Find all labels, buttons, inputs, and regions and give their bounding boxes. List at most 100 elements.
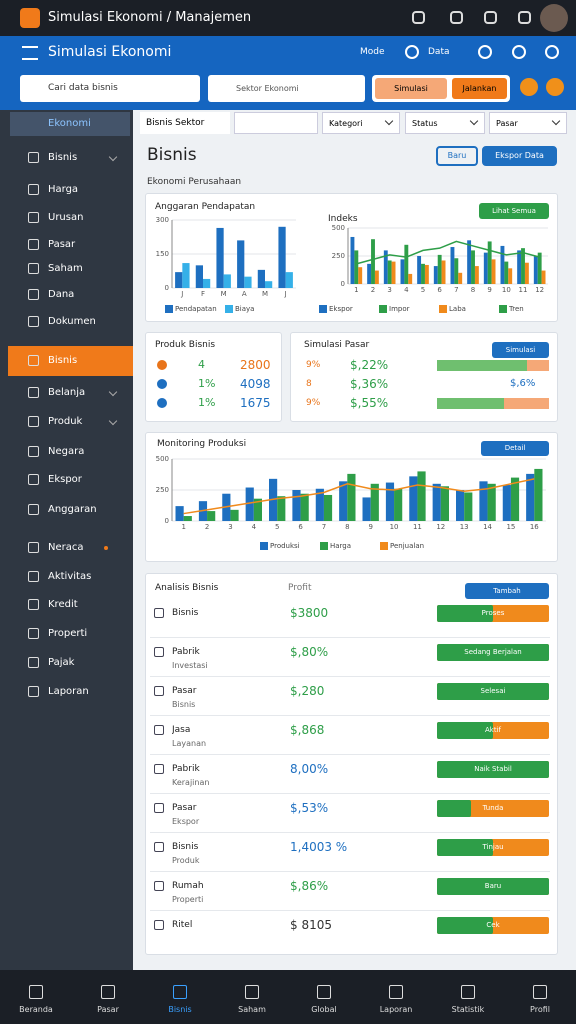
stat-icon (157, 398, 167, 408)
button[interactable]: Ekspor Data (482, 146, 557, 166)
nav-label[interactable]: Statistik (451, 1005, 485, 1014)
status-icon (450, 11, 463, 24)
button[interactable]: Simulasi (375, 78, 447, 99)
filter-input[interactable]: Sektor Ekonomi (208, 75, 365, 102)
bar (257, 269, 265, 288)
nav-icon[interactable] (389, 985, 403, 999)
sidebar-item[interactable]: Bisnis (48, 355, 78, 366)
button[interactable]: Baru (436, 146, 478, 166)
status-label[interactable]: Naik Stabil (474, 765, 512, 773)
search-input[interactable]: Cari data bisnis (20, 75, 200, 102)
nav-icon[interactable] (317, 985, 331, 999)
status-label[interactable]: Aktif (485, 726, 501, 734)
sidebar-item[interactable]: Properti (48, 628, 88, 639)
status-label[interactable]: Sedang Berjalan (464, 648, 522, 656)
sidebar-icon (28, 686, 39, 697)
sidebar-item[interactable]: Saham (48, 263, 83, 274)
bar (524, 262, 529, 284)
sidebar-item[interactable]: Neraca (48, 542, 84, 553)
bar (207, 511, 216, 521)
sidebar-icon (28, 571, 39, 582)
menu-icon[interactable] (22, 46, 38, 60)
status-label[interactable]: Baru (484, 882, 502, 890)
nav-icon[interactable] (461, 985, 475, 999)
button[interactable]: Lihat Semua (479, 203, 549, 219)
status-label[interactable]: Selesai (480, 687, 506, 695)
row-sub: Bisnis (172, 700, 196, 709)
action[interactable]: Mode (360, 47, 385, 57)
legend-label: Laba (449, 305, 466, 313)
sidebar-item[interactable]: Pajak (48, 657, 75, 668)
bar (253, 498, 262, 521)
button[interactable]: Detail (481, 441, 549, 456)
action-icon[interactable] (545, 45, 559, 59)
row-divider (150, 832, 550, 833)
progress-bar (437, 398, 505, 409)
sidebar-item[interactable]: Harga (48, 184, 79, 195)
sidebar-item[interactable]: Urusan (48, 212, 84, 223)
sidebar-item[interactable]: Bisnis (48, 152, 78, 163)
nav-label[interactable]: Laporan (379, 1005, 413, 1014)
nav-label[interactable]: Profil (530, 1005, 550, 1014)
bar (409, 476, 418, 521)
sidebar-item[interactable]: Dana (48, 289, 75, 300)
status-label[interactable]: Cek (486, 921, 500, 929)
sidebar-item[interactable]: Produk (48, 416, 83, 427)
row-name: Bisnis (172, 608, 199, 618)
action-icon[interactable] (512, 45, 526, 59)
x-tick-label: 7 (322, 523, 326, 531)
nav-label[interactable]: Saham (238, 1005, 266, 1014)
row-icon (154, 647, 164, 657)
sidebar-item[interactable]: Pasar (48, 239, 76, 250)
button[interactable]: Tambah (465, 583, 549, 599)
button[interactable]: Jalankan (452, 78, 507, 99)
bar (285, 272, 293, 288)
bar (483, 252, 488, 284)
sidebar-item[interactable]: Dokumen (48, 316, 96, 327)
dropdown[interactable]: Kategori (322, 112, 400, 134)
sidebar-item[interactable]: Negara (48, 446, 85, 457)
status-title: Simulasi Ekonomi / Manajemen (48, 10, 252, 25)
x-tick-label: 12 (535, 286, 544, 294)
bar (502, 485, 511, 521)
action-icon[interactable] (405, 45, 419, 59)
nav-icon[interactable] (29, 985, 43, 999)
nav-label[interactable]: Global (311, 1005, 337, 1014)
action-icon[interactable] (478, 45, 492, 59)
bar (534, 468, 543, 521)
nav-icon[interactable] (173, 985, 187, 999)
legend-label: Biaya (235, 305, 255, 313)
button[interactable]: Simulasi (492, 342, 549, 358)
row-icon (154, 686, 164, 696)
status-label[interactable]: Tunda (482, 804, 504, 812)
nav-icon[interactable] (533, 985, 547, 999)
sidebar-item[interactable]: Belanja (48, 387, 86, 398)
legend-label: Produksi (270, 542, 300, 550)
sidebar-icon (28, 446, 39, 457)
dropdown[interactable]: Status (405, 112, 485, 134)
bar (244, 276, 252, 288)
market-value: $,36% (350, 377, 389, 391)
action[interactable]: Data (428, 47, 450, 57)
status-bar (437, 800, 471, 817)
nav-label[interactable]: Bisnis (168, 1005, 192, 1014)
nav-label[interactable]: Pasar (97, 1005, 119, 1014)
sidebar-icon (28, 542, 39, 553)
dropdown[interactable]: Pasar (489, 112, 567, 134)
line (183, 478, 535, 515)
sidebar-item[interactable]: Anggaran (48, 504, 97, 515)
sidebar-header[interactable]: Ekonomi (10, 112, 130, 136)
bar (458, 272, 463, 284)
bar (424, 264, 429, 284)
status-label[interactable]: Proses (481, 609, 505, 617)
sidebar-item[interactable]: Kredit (48, 599, 78, 610)
sidebar-item[interactable]: Laporan (48, 686, 89, 697)
nav-label[interactable]: Beranda (19, 1005, 53, 1014)
status-label[interactable]: Tinjau (482, 843, 504, 851)
nav-icon[interactable] (245, 985, 259, 999)
bar (223, 274, 231, 288)
legend-swatch (499, 305, 507, 313)
sidebar-item[interactable]: Ekspor (48, 474, 82, 485)
nav-icon[interactable] (101, 985, 115, 999)
sidebar-item[interactable]: Aktivitas (48, 571, 92, 582)
